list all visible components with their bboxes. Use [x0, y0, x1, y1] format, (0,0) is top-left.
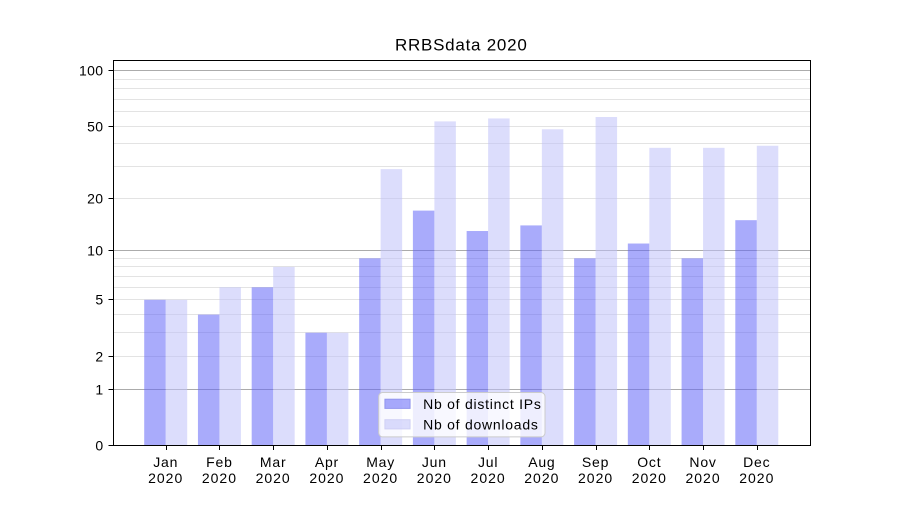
svg-text:2: 2	[95, 349, 103, 365]
svg-text:Jul: Jul	[478, 454, 498, 470]
svg-text:Jan: Jan	[153, 454, 178, 470]
svg-text:May: May	[366, 454, 395, 470]
svg-text:2020: 2020	[524, 470, 559, 486]
svg-text:2020: 2020	[739, 470, 774, 486]
svg-text:2020: 2020	[685, 470, 720, 486]
svg-text:2020: 2020	[417, 470, 452, 486]
svg-text:Nb of distinct IPs: Nb of distinct IPs	[423, 396, 542, 412]
svg-text:50: 50	[87, 119, 103, 135]
svg-text:Apr: Apr	[315, 454, 339, 470]
svg-text:2020: 2020	[202, 470, 237, 486]
svg-text:Nb of downloads: Nb of downloads	[423, 416, 539, 432]
svg-text:2020: 2020	[309, 470, 344, 486]
svg-text:1: 1	[95, 382, 103, 398]
svg-text:Aug: Aug	[528, 454, 555, 470]
svg-text:2020: 2020	[148, 470, 183, 486]
svg-text:2020: 2020	[363, 470, 398, 486]
svg-text:2020: 2020	[578, 470, 613, 486]
svg-text:Mar: Mar	[260, 454, 287, 470]
svg-text:Dec: Dec	[743, 454, 770, 470]
svg-text:Sep: Sep	[582, 454, 609, 470]
svg-text:100: 100	[79, 63, 104, 79]
svg-text:0: 0	[95, 438, 103, 454]
svg-text:Feb: Feb	[206, 454, 233, 470]
svg-text:Nov: Nov	[689, 454, 716, 470]
svg-text:2020: 2020	[256, 470, 291, 486]
svg-text:10: 10	[87, 243, 103, 259]
svg-text:Jun: Jun	[422, 454, 447, 470]
svg-text:2020: 2020	[632, 470, 667, 486]
svg-text:RRBSdata 2020: RRBSdata 2020	[395, 36, 528, 55]
svg-text:5: 5	[95, 292, 103, 308]
svg-text:2020: 2020	[471, 470, 506, 486]
svg-text:20: 20	[87, 191, 103, 207]
svg-text:Oct: Oct	[637, 454, 661, 470]
